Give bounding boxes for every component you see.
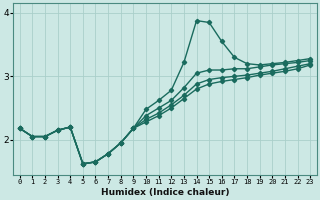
X-axis label: Humidex (Indice chaleur): Humidex (Indice chaleur) (101, 188, 229, 197)
